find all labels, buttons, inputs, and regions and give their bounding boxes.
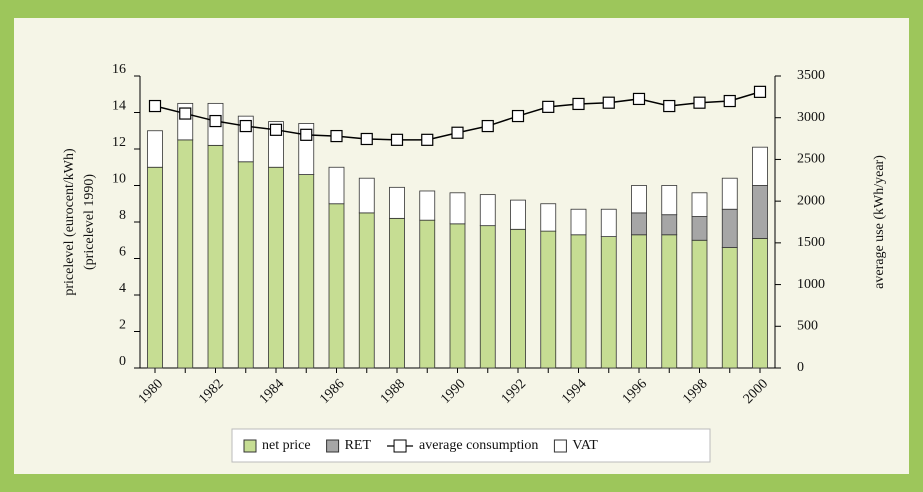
bar-segment [721, 247, 738, 369]
y-axis-subtitle: (pricelevel 1990) [82, 174, 97, 270]
y-tick-label: 0 [119, 354, 126, 369]
legend-swatch [243, 439, 257, 453]
point [360, 132, 373, 146]
bar-segment [237, 161, 254, 369]
bar-segment [510, 228, 526, 369]
point [209, 114, 222, 128]
legend-label: net price [262, 438, 311, 453]
bar-segment [752, 185, 768, 239]
y-tick-label: 6 [119, 245, 126, 260]
bar-segment [691, 216, 708, 241]
legend-label: average consumption [419, 438, 538, 453]
y-tick-label: 2 [119, 318, 126, 333]
bar-segment [691, 239, 708, 369]
bar-segment [631, 185, 647, 214]
point [693, 96, 706, 109]
y2-tick-label: 1500 [797, 235, 825, 250]
bar-segment [449, 223, 466, 369]
point [179, 107, 192, 120]
point [330, 129, 343, 143]
bar-segment [419, 190, 436, 221]
point [542, 100, 555, 113]
legend-label: RET [345, 438, 372, 453]
y2-tick-label: 1000 [797, 277, 825, 292]
bar-segment [479, 225, 496, 369]
y-tick-label: 14 [112, 99, 126, 114]
bar-segment [419, 219, 436, 369]
y-tick-label: 16 [112, 62, 126, 77]
point [269, 123, 283, 136]
bar-segment [570, 234, 587, 369]
y2-tick-label: 2000 [797, 193, 825, 208]
bar-segment [147, 130, 163, 168]
point [602, 96, 615, 109]
y-tick-label: 8 [119, 208, 126, 223]
bar-segment [631, 212, 647, 236]
bar-segment [691, 192, 708, 217]
bar-segment [661, 234, 678, 369]
bar-segment [298, 174, 315, 369]
y2-axis-title: average use (kWh/year) [872, 155, 887, 289]
point [390, 133, 404, 146]
y2-tick-label: 2500 [797, 152, 825, 167]
y2-tick-label: 0 [797, 360, 804, 375]
legend-label: VAT [572, 438, 598, 453]
bar-segment [540, 203, 557, 232]
bar-segment [540, 230, 557, 369]
bar-segment [449, 192, 466, 225]
bar-segment [177, 139, 194, 369]
legend-swatch [553, 439, 567, 453]
bar-segment [389, 217, 405, 369]
point [451, 126, 464, 139]
bar-segment [358, 177, 375, 214]
y-tick-label: 4 [119, 281, 126, 296]
bar-segment [389, 186, 405, 219]
bar-segment [600, 236, 617, 369]
bar-segment [510, 199, 526, 230]
bar-segment [328, 166, 345, 205]
bar-segment [570, 208, 587, 236]
bar-segment [661, 214, 678, 236]
bar-segment [207, 144, 224, 369]
bar-segment [721, 208, 738, 248]
point [148, 99, 162, 113]
bar-segment [358, 212, 375, 369]
bar-segment [752, 146, 768, 186]
legend [231, 428, 711, 463]
y2-tick-label: 500 [797, 319, 818, 334]
point [663, 99, 676, 113]
bar-segment [631, 234, 647, 369]
point [632, 92, 646, 106]
point [239, 119, 252, 133]
bar-segment [600, 208, 617, 238]
bar-segment [661, 185, 678, 216]
legend-marker [393, 439, 407, 453]
bar-segment [147, 166, 163, 369]
point [753, 85, 767, 98]
y-axis-title: pricelevel (eurocent/kWh) [62, 148, 77, 296]
bar-segment [752, 238, 768, 369]
y2-tick-label: 3500 [797, 68, 825, 83]
point [572, 97, 585, 111]
legend-swatch [326, 439, 340, 453]
bar-segment [328, 203, 345, 369]
bar-segment [268, 166, 284, 369]
point [511, 109, 525, 123]
bar-segment [721, 177, 738, 210]
point [723, 94, 736, 108]
point [481, 119, 494, 133]
y-tick-label: 10 [112, 172, 126, 187]
point [421, 133, 434, 146]
y2-tick-label: 3000 [797, 110, 825, 125]
bar-segment [479, 194, 496, 227]
y-tick-label: 12 [112, 135, 126, 150]
point [300, 128, 313, 141]
